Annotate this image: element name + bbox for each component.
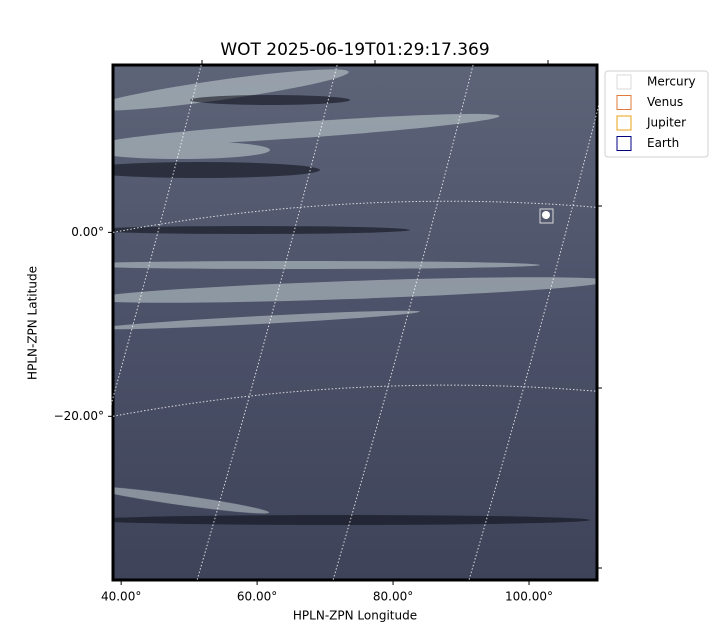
legend-label: Mercury xyxy=(647,75,696,89)
grid-line xyxy=(112,200,598,233)
legend-marker xyxy=(616,115,632,131)
secondary-ticks xyxy=(201,60,602,569)
legend-label: Jupiter xyxy=(646,116,686,130)
x-tick-label: 40.00° xyxy=(101,590,141,604)
grid-line xyxy=(468,64,610,581)
x-tick-label: 80.00° xyxy=(373,590,413,604)
grid-line xyxy=(196,64,338,581)
legend-marker xyxy=(616,136,632,151)
legend-label: Venus xyxy=(647,95,683,109)
chart-title: WOT 2025-06-19T01:29:17.369 xyxy=(220,40,489,60)
legend: Mercury Venus Jupiter Earth xyxy=(604,70,709,158)
legend-marker xyxy=(616,74,632,90)
plot-frame xyxy=(111,63,599,582)
legend-label: Earth xyxy=(647,136,679,150)
legend-marker xyxy=(616,95,632,110)
x-tick-label: 60.00° xyxy=(237,590,277,604)
grid-line xyxy=(112,384,598,417)
y-axis-label: HPLN-ZPN Latitude xyxy=(26,266,40,380)
y-tick-label: 0.00° xyxy=(71,225,104,239)
image xyxy=(113,65,597,580)
y-tick-label: −20.00° xyxy=(54,409,104,423)
x-axis-label: HPLN-ZPN Longitude xyxy=(293,609,417,623)
legend-box xyxy=(604,70,709,158)
x-tick-label: 100.00° xyxy=(505,590,553,604)
grid-line xyxy=(60,64,202,581)
grid-line xyxy=(332,64,474,581)
